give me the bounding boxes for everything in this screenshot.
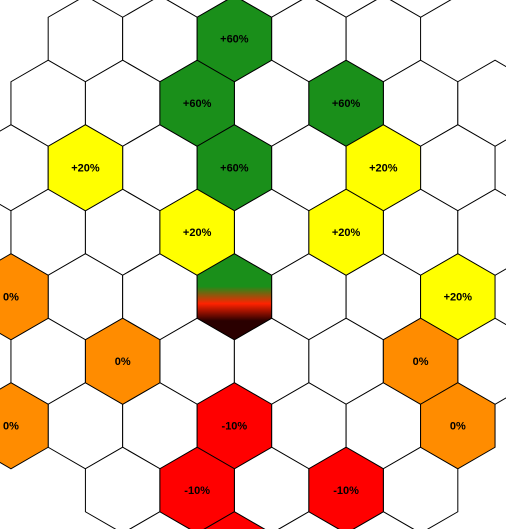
hex-label: +60% <box>332 98 361 110</box>
hex-label: +20% <box>332 227 361 239</box>
hex-heatmap: +60% +60% +60% +20% +60% +20% +20% +20% 0% +20% 0%… <box>0 0 506 529</box>
hex-label: -10% <box>222 421 248 433</box>
hex-label: +20% <box>71 163 100 175</box>
hex-label: 0% <box>450 421 466 433</box>
hex-label: 0% <box>413 356 429 368</box>
hex-label: +60% <box>183 98 212 110</box>
hex-label: +20% <box>369 163 398 175</box>
hex-label: 0% <box>3 421 19 433</box>
hex-label: +60% <box>220 163 249 175</box>
hex-label: -10% <box>333 485 359 497</box>
hex-label: +20% <box>183 227 212 239</box>
hex-label: -10% <box>184 485 210 497</box>
hex-label: +20% <box>444 292 473 304</box>
hex-label: 0% <box>115 356 131 368</box>
hex-label: 0% <box>3 292 19 304</box>
hex-label: +60% <box>220 34 249 46</box>
